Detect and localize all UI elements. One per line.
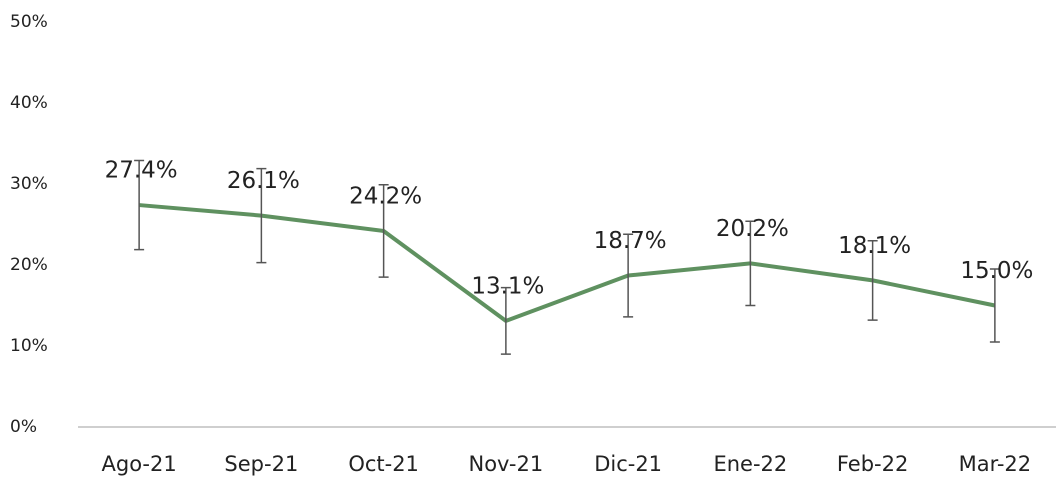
data-label: 20.2% [716,216,789,242]
y-tick-label: 10% [10,336,48,356]
data-label: 13.1% [471,273,544,299]
x-tick-label: Ene-22 [713,452,787,476]
error-bar [989,268,1000,343]
data-label: 15.0% [960,258,1033,284]
y-tick-label: 40% [10,93,48,113]
x-tick-label: Nov-21 [469,452,544,476]
x-tick-label: Ago-21 [102,452,177,476]
x-tick-label: Dic-21 [594,452,662,476]
y-tick-label: 0% [10,417,37,437]
x-tick-label: Mar-22 [959,452,1032,476]
series-line [138,203,996,323]
x-tick-label: Oct-21 [348,452,419,476]
error-bar [378,184,389,278]
error-bar [623,233,634,318]
y-tick-label: 20% [10,255,48,275]
y-tick-label: 50% [10,12,48,32]
error-bar [256,167,267,264]
data-label: 18.7% [594,228,667,254]
x-tick-label: Feb-22 [837,452,908,476]
error-bar [867,239,878,321]
data-label: 27.4% [105,158,178,184]
data-label: 24.2% [349,183,422,209]
error-bar [500,286,511,355]
y-tick-label: 30% [10,174,48,194]
error-bar [745,220,756,307]
data-label: 26.1% [227,168,300,194]
x-tick-label: Sep-21 [224,452,298,476]
error-bar [134,159,145,251]
data-label: 18.1% [838,233,911,259]
